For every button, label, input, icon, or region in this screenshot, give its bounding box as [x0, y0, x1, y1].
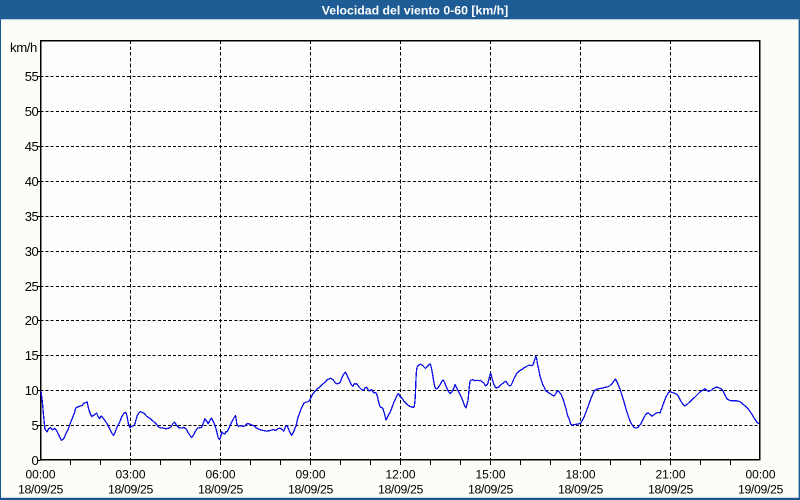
svg-text:45: 45	[25, 139, 39, 154]
svg-text:00:00: 00:00	[745, 467, 775, 481]
svg-text:12:00: 12:00	[385, 467, 415, 481]
svg-text:21:00: 21:00	[655, 467, 685, 481]
svg-text:18:00: 18:00	[565, 467, 595, 481]
svg-text:18/09/25: 18/09/25	[378, 483, 424, 497]
svg-text:18/09/25: 18/09/25	[198, 483, 244, 497]
svg-text:00:00: 00:00	[25, 467, 55, 481]
svg-text:19/09/25: 19/09/25	[738, 483, 784, 497]
svg-text:18/09/25: 18/09/25	[108, 483, 154, 497]
svg-text:18/09/25: 18/09/25	[648, 483, 694, 497]
svg-text:06:00: 06:00	[205, 467, 235, 481]
svg-text:18/09/25: 18/09/25	[18, 483, 64, 497]
svg-text:40: 40	[25, 174, 39, 189]
svg-text:09:00: 09:00	[295, 467, 325, 481]
svg-text:55: 55	[25, 69, 39, 84]
svg-text:km/h: km/h	[10, 40, 37, 55]
svg-text:5: 5	[31, 418, 38, 433]
svg-text:18/09/25: 18/09/25	[288, 483, 334, 497]
svg-text:30: 30	[25, 244, 39, 259]
svg-text:15: 15	[25, 348, 39, 363]
svg-text:15:00: 15:00	[475, 467, 505, 481]
svg-text:03:00: 03:00	[115, 467, 145, 481]
svg-text:25: 25	[25, 279, 39, 294]
svg-text:20: 20	[25, 313, 39, 328]
svg-text:10: 10	[25, 383, 39, 398]
svg-text:18/09/25: 18/09/25	[468, 483, 514, 497]
svg-text:0: 0	[31, 453, 38, 468]
svg-text:18/09/25: 18/09/25	[558, 483, 604, 497]
svg-text:50: 50	[25, 104, 39, 119]
svg-text:Velocidad del viento 0-60 [km/: Velocidad del viento 0-60 [km/h]	[322, 3, 509, 17]
svg-text:35: 35	[25, 209, 39, 224]
